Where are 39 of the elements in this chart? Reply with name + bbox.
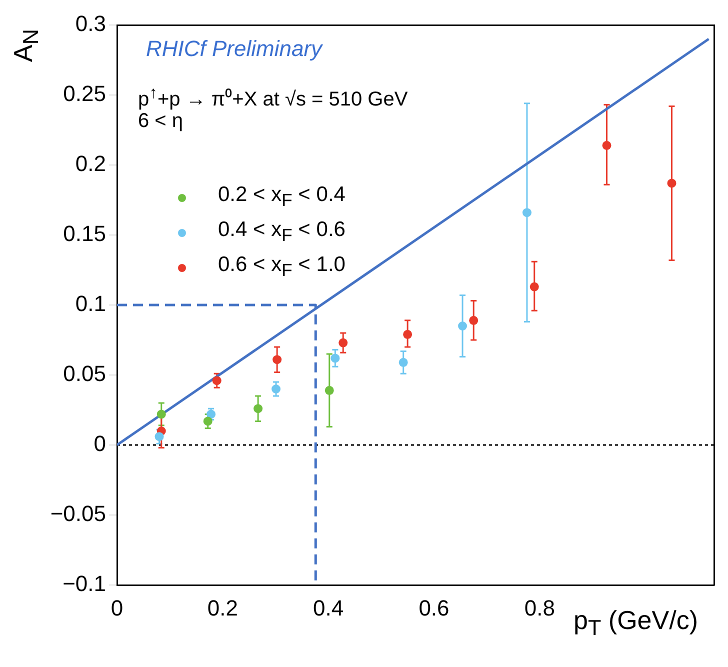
y-tick-label: 0.1 [75,291,106,316]
point [254,404,263,414]
point [324,386,334,395]
legend-label: 0.6 < x$_{F}$ < 1.0 [218,252,346,283]
point [338,338,348,348]
point [602,140,612,150]
x-tick-label: 0 [110,595,124,620]
point [154,432,164,442]
y-tick-label: 0.3 [75,11,106,36]
y-tick-label: 0.15 [63,221,106,246]
point [203,416,212,426]
y-tick-label: 0 [94,431,106,456]
point [330,354,340,363]
legend-label: 0.2 < x$_{F}$ < 0.4 [218,182,346,212]
y-tick-label: 0.2 [75,151,106,176]
annotation: 6 < η [138,110,184,133]
point [272,355,282,364]
point [522,208,532,218]
point [212,376,222,386]
point [272,384,281,394]
point [156,410,166,419]
point [403,330,412,339]
x-tick-label: 0.2 [207,595,238,620]
point [667,178,676,188]
annotation: RHICf Preliminary [146,36,322,62]
point [469,316,478,325]
y-tick-label: 0.25 [63,81,106,106]
x-tick-label: 0.6 [418,595,450,620]
x-tick-label: 0.8 [524,595,555,620]
y-tick-label: 0.05 [63,361,106,386]
x-tick-label: 0.4 [313,595,344,620]
point [530,282,539,292]
point [458,322,468,330]
y-tick-label: −0.05 [50,501,106,526]
annotation: p$^{↑}$+p → π⁰+X at √s = 510 GeV [138,83,408,112]
point [398,358,408,367]
x-axis-title: p$_{T}$ (GeV/c) [574,605,698,642]
y-tick-label: −0.1 [62,571,106,596]
legend-label: 0.4 < x$_{F}$ < 0.6 [218,217,346,248]
